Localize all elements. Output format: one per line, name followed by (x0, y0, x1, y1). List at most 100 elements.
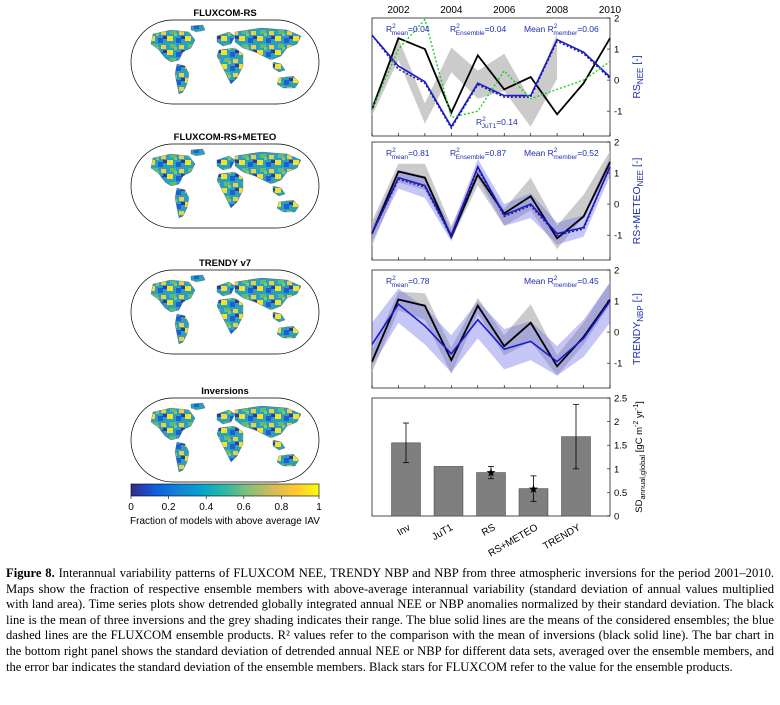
inversion-range-band (372, 33, 558, 127)
inversion-range-band (372, 282, 610, 376)
continent-shape (174, 313, 190, 345)
map-title: FLUXCOM-RS+METEO (174, 132, 277, 143)
bar (433, 466, 464, 517)
ensemble-product-star: ★ (486, 466, 497, 480)
ensemble-range-band (372, 157, 610, 245)
continent-shape (276, 453, 300, 467)
panel-ylabel: RSNEE [-] (631, 55, 645, 98)
continent-shape (272, 61, 286, 73)
colorbar-tick-label: 1 (316, 502, 322, 513)
caption-text: Interannual variability patterns of FLUX… (6, 566, 775, 674)
continent-shape (216, 155, 236, 171)
r2-annotation: Mean R2 member=0.52 (524, 147, 599, 161)
colorbar-tick-label: 0.4 (199, 502, 213, 513)
y-tick-label: 2 (614, 14, 619, 25)
top-year-label: 2004 (440, 5, 463, 16)
continent-shape (234, 277, 302, 311)
map-panel: Inversions (130, 386, 320, 483)
bar-y-tick-label: 2.5 (614, 394, 627, 405)
continent-shape (216, 409, 236, 425)
r2-annotation: R2 mean=0.04 (386, 23, 430, 37)
sd-bar-chart: Inv JuT1★RS★RS+METEO TRENDY00.511.522.5SDa… (371, 394, 647, 559)
continent-shape (150, 407, 196, 441)
y-tick-label: 2 (614, 138, 619, 149)
series-line-ensemble-mean (371, 164, 611, 238)
colorbar-tick-label: 0.6 (237, 502, 251, 513)
continent-shape (216, 425, 244, 463)
ensemble-range-band (372, 282, 610, 376)
top-year-label: 2008 (546, 5, 569, 16)
series-line-fluxcom-product (371, 34, 611, 130)
continent-shape (272, 185, 286, 197)
continent-shape (234, 27, 302, 61)
line-panel-trendy: -1 0 1 2 R2 mean=0.78 Mean R2 member=0.45 TRENDY… (371, 266, 645, 389)
line-panel-rs: -1 0 1 2 R2 mean=0.04 R2 Ensemble=0.04 Mean R2 me… (371, 14, 645, 137)
continent-shape (150, 29, 196, 63)
map-title: TRENDY v7 (199, 258, 251, 269)
colorbar-tick-label: 0.2 (162, 502, 176, 513)
continent-shape (190, 24, 206, 33)
y-tick-label: -1 (614, 107, 622, 118)
r2-annotation: R2 Ensemble=0.87 (450, 147, 506, 161)
continent-shape (190, 402, 206, 411)
map-panel: FLUXCOM-RS (130, 8, 320, 105)
bar-ylabel: SDannual,global [gC m-2 yr-1] (633, 401, 647, 512)
maps-column: FLUXCOM-RS FLUXCOM-RS+METEO TRENDY v7 Inver… (130, 8, 320, 483)
colorbar: 0 0.2 0.4 0.6 0.8 1 Fraction of models with a… (128, 483, 322, 527)
y-tick-label: 0 (614, 328, 619, 339)
line-panel-rsmeteo: -1 0 1 2 R2 mean=0.81 R2 Ensemble=0.87 Mean R2 me… (371, 138, 645, 261)
continent-shape (190, 148, 206, 157)
colorbar-gradient (130, 483, 320, 497)
continent-shape (272, 439, 286, 451)
bar-y-tick-label: 0.5 (614, 488, 627, 499)
series-line-jut1 (371, 18, 611, 119)
bar-y-tick-label: 2 (614, 417, 619, 428)
continent-shape (272, 311, 286, 323)
bar-category-label: Inv (395, 522, 412, 538)
continent-shape (150, 279, 196, 313)
y-tick-label: 0 (614, 76, 619, 87)
y-tick-label: 2 (614, 266, 619, 277)
ensemble-product-star: ★ (528, 482, 539, 496)
y-tick-label: -1 (614, 359, 622, 370)
continent-shape (276, 325, 300, 339)
bar-category-label: RS (480, 522, 498, 539)
continent-shape (174, 63, 190, 95)
continent-shape (216, 297, 244, 335)
bar-category-label: TRENDY (541, 522, 582, 552)
map-panel: TRENDY v7 (130, 258, 320, 355)
colorbar-tick-label: 0 (128, 502, 134, 513)
caption-label: Figure 8. (6, 566, 55, 580)
top-year-label: 2010 (599, 5, 622, 16)
time-series-panels: -1 0 1 2 R2 mean=0.04 R2 Ensemble=0.04 Mean R2 me… (371, 14, 645, 389)
map-title: FLUXCOM-RS (193, 8, 256, 19)
y-tick-label: 1 (614, 45, 619, 56)
r2-annotation: R2 JuT1=0.14 (476, 116, 518, 130)
bar-y-tick-label: 0 (614, 512, 619, 523)
continent-shape (216, 47, 244, 85)
series-line-inversions-mean (371, 37, 611, 116)
r2-annotation: Mean R2 member=0.06 (524, 23, 599, 37)
continent-shape (276, 199, 300, 213)
top-year-label: 2006 (493, 5, 516, 16)
continent-shape (234, 151, 302, 185)
map-title: Inversions (201, 386, 249, 397)
continent-shape (276, 75, 300, 89)
panel-ylabel: TRENDYNBP [-] (631, 293, 645, 365)
continent-shape (216, 281, 236, 297)
top-year-label: 2002 (387, 5, 410, 16)
colorbar-ticks: 0 0.2 0.4 0.6 0.8 1 (128, 496, 322, 513)
r2-annotation: R2 Ensemble=0.04 (450, 23, 506, 37)
inversion-range-band (372, 151, 610, 250)
r2-annotation: R2 mean=0.81 (386, 147, 430, 161)
continent-shape (190, 274, 206, 283)
r2-annotation: R2 mean=0.78 (386, 275, 430, 289)
figure-caption: Figure 8. Interannual variability patter… (6, 566, 774, 675)
y-tick-label: 1 (614, 169, 619, 180)
series-line-fluxcom-product (371, 166, 611, 239)
r2-annotation: Mean R2 member=0.45 (524, 275, 599, 289)
map-panel: FLUXCOM-RS+METEO (130, 132, 320, 229)
y-tick-label: -1 (614, 231, 622, 242)
top-year-axis: 2002 2004 2006 2008 2010 (387, 5, 621, 16)
series-line-inversions-mean (371, 161, 611, 240)
